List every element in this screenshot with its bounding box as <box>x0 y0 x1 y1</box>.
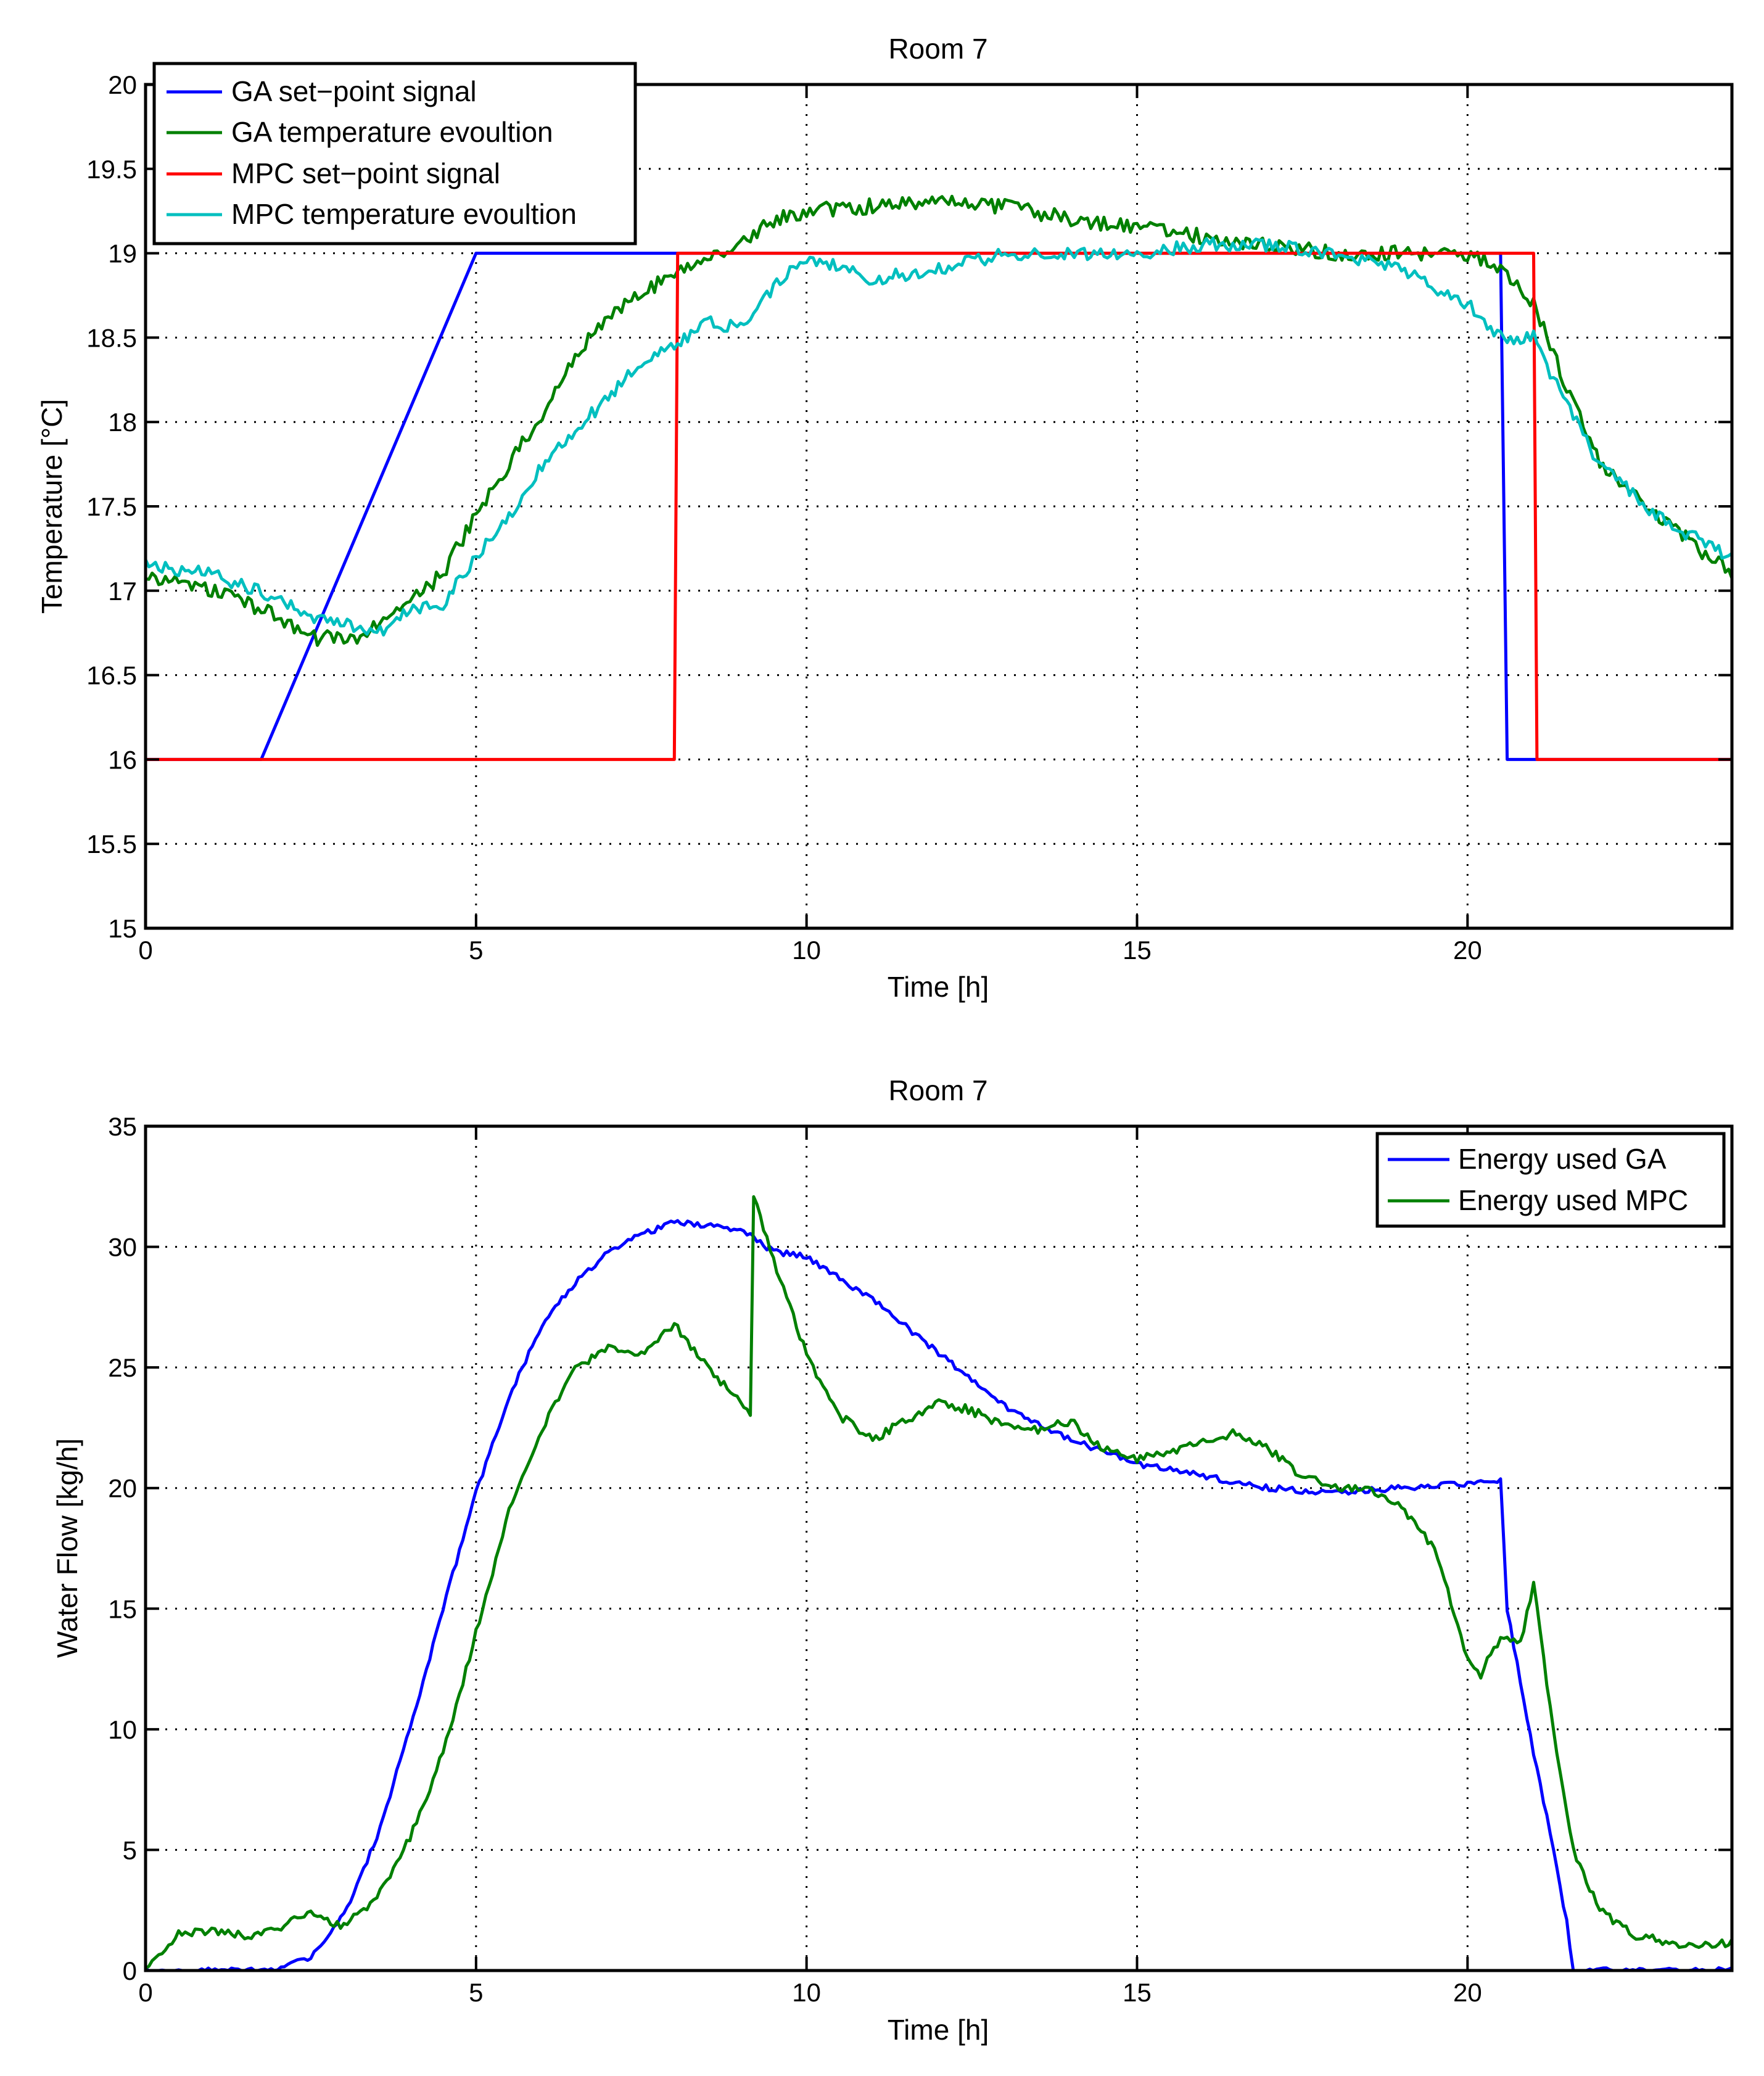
legend-item: Energy used MPC <box>1388 1184 1688 1216</box>
y-tick-label: 35 <box>108 1112 137 1141</box>
y-tick-label: 30 <box>108 1233 137 1262</box>
legend-label: GA temperature evoultion <box>231 116 553 148</box>
y-tick-label: 18 <box>108 408 137 437</box>
y-axis-label: Water Flow [kg/h] <box>51 1438 83 1658</box>
x-tick-label: 0 <box>138 936 152 965</box>
x-tick-label: 20 <box>1453 1978 1482 2007</box>
x-tick-label: 20 <box>1453 936 1482 965</box>
x-axis-label: Time [h] <box>888 971 989 1003</box>
y-tick-label: 5 <box>123 1835 137 1864</box>
x-tick-label: 5 <box>469 936 483 965</box>
legend-label: MPC temperature evoultion <box>231 198 577 230</box>
legend-item: GA set−point signal <box>167 75 477 107</box>
y-tick-label: 15 <box>108 1594 137 1623</box>
legend: Energy used GA Energy used MPC <box>1375 1132 1726 1228</box>
legend-box <box>1375 1132 1726 1228</box>
tick-labels: 0 5 10 15 20 15 15.5 16 16.5 17 17.5 18 18.5 19 19.5 20 <box>86 70 1482 965</box>
legend-label: GA set−point signal <box>231 75 477 107</box>
legend-label: Energy used MPC <box>1458 1184 1688 1216</box>
x-tick-label: 0 <box>138 1978 152 2007</box>
y-tick-label: 17.5 <box>86 492 137 521</box>
y-tick-label: 16 <box>108 745 137 774</box>
x-tick-label: 10 <box>792 1978 821 2007</box>
series-line-mpc-temperature-evoultion <box>144 236 1734 637</box>
legend-item: MPC temperature evoultion <box>167 198 577 230</box>
x-tick-label: 5 <box>469 1978 483 2007</box>
legend-item: MPC set−point signal <box>167 157 500 189</box>
y-tick-label: 19 <box>108 239 137 268</box>
y-tick-label: 10 <box>108 1715 137 1744</box>
y-tick-label: 25 <box>108 1353 137 1382</box>
y-tick-label: 18.5 <box>86 323 137 352</box>
chart-title: Room 7 <box>888 33 987 65</box>
series-line-ga-temperature-evoultion <box>144 194 1734 647</box>
y-tick-label: 17 <box>108 577 137 606</box>
y-tick-label: 0 <box>123 1956 137 1985</box>
series-line-mpc-set-point-signal <box>144 252 1734 761</box>
plot-area <box>144 1124 1734 1972</box>
ticks <box>144 1125 1732 1972</box>
ticks <box>144 83 1732 929</box>
temperature-chart: Room 7 0 5 10 15 20 15 15.5 16 16.5 17 17.5 18 18.5 1… <box>36 33 1734 1003</box>
series-line-energy-used-mpc <box>144 1195 1734 1970</box>
series-line-energy-used-ga <box>144 1219 1734 1972</box>
y-tick-label: 19.5 <box>86 155 137 184</box>
legend: GA set−point signal GA temperature evoul… <box>152 62 637 245</box>
x-tick-label: 15 <box>1123 936 1152 965</box>
legend-label: Energy used GA <box>1458 1143 1667 1175</box>
y-tick-label: 15 <box>108 914 137 943</box>
y-axis-label: Temperature [°C] <box>36 399 68 614</box>
series-group <box>144 194 1734 761</box>
legend-label: MPC set−point signal <box>231 157 500 189</box>
legend-item: Energy used GA <box>1388 1143 1667 1175</box>
y-tick-label: 20 <box>108 1474 137 1503</box>
water-flow-chart: Room 7 0 5 10 15 20 0 5 10 15 20 25 30 35 Time [h] W… <box>51 1074 1734 2046</box>
y-tick-label: 15.5 <box>86 830 137 859</box>
x-tick-label: 10 <box>792 936 821 965</box>
x-axis-label: Time [h] <box>888 2014 989 2046</box>
series-group <box>144 1195 1734 1972</box>
legend-box <box>152 62 637 245</box>
legend-item: GA temperature evoultion <box>167 116 553 148</box>
tick-labels: 0 5 10 15 20 0 5 10 15 20 25 30 35 <box>108 1112 1482 2007</box>
x-tick-label: 15 <box>1123 1978 1152 2007</box>
y-tick-label: 20 <box>108 70 137 99</box>
chart-title: Room 7 <box>888 1074 987 1106</box>
y-tick-label: 16.5 <box>86 661 137 690</box>
